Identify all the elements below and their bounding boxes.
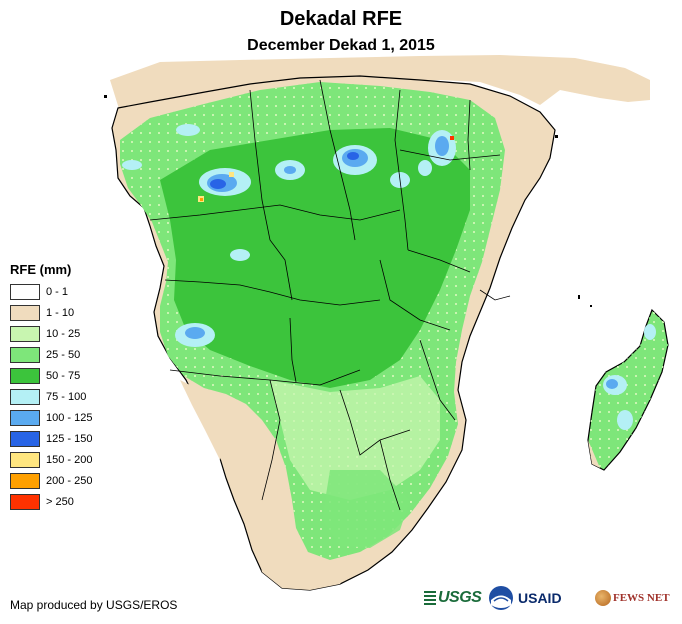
legend-swatch — [10, 325, 40, 342]
legend-swatch — [10, 409, 40, 426]
map-title: Dekadal RFE — [279, 8, 403, 30]
legend-item: 125 - 150 — [10, 428, 130, 449]
map-subtitle: December Dekad 1, 2015 — [247, 37, 435, 54]
legend-item: > 250 — [10, 491, 130, 512]
legend-item: 25 - 50 — [10, 344, 130, 365]
legend: RFE (mm) 0 - 1 1 - 10 10 - 25 25 - 50 50 - 7… — [10, 262, 130, 512]
legend-swatch — [10, 388, 40, 405]
legend-swatch — [10, 283, 40, 300]
legend-label: 125 - 150 — [46, 432, 93, 445]
legend-item: 100 - 125 — [10, 407, 130, 428]
fews-net-logo-text: FEWS NET — [613, 592, 670, 604]
legend-swatch — [10, 493, 40, 510]
legend-swatch — [10, 451, 40, 468]
legend-label: 50 - 75 — [46, 369, 81, 382]
noaa-logo-icon — [489, 586, 513, 610]
legend-label: 150 - 200 — [46, 453, 93, 466]
globe-icon — [595, 590, 611, 606]
legend-item: 0 - 1 — [10, 281, 130, 302]
high-rainfall-patches — [122, 124, 456, 347]
legend-label: 200 - 250 — [46, 474, 93, 487]
legend-item: 10 - 25 — [10, 323, 130, 344]
usgs-logo-text: USGS — [438, 589, 482, 606]
legend-label: 0 - 1 — [46, 285, 69, 298]
legend-label: 1 - 10 — [46, 306, 75, 319]
legend-label: 100 - 125 — [46, 411, 93, 424]
legend-item: 1 - 10 — [10, 302, 130, 323]
map-credit: Map produced by USGS/EROS — [10, 598, 178, 612]
usaid-logo: USAID — [518, 583, 562, 613]
country-borders — [149, 79, 511, 511]
legend-swatch — [10, 367, 40, 384]
legend-rows: 0 - 1 1 - 10 10 - 25 25 - 50 50 - 75 75 - 100… — [10, 281, 130, 512]
legend-swatch — [10, 346, 40, 363]
legend-item: 200 - 250 — [10, 470, 130, 491]
northern-land — [110, 55, 650, 112]
legend-title: RFE (mm) — [10, 262, 72, 277]
legend-label: 10 - 25 — [46, 327, 81, 340]
legend-item: 75 - 100 — [10, 386, 130, 407]
legend-item: 50 - 75 — [10, 365, 130, 386]
usgs-logo: USGS — [424, 583, 482, 613]
legend-swatch — [10, 304, 40, 321]
legend-label: 75 - 100 — [46, 390, 87, 403]
usaid-logo-text: USAID — [518, 590, 562, 606]
usgs-bars-icon — [424, 591, 436, 605]
fews-net-logo: FEWS NET — [595, 583, 670, 613]
legend-label: 25 - 50 — [46, 348, 81, 361]
legend-swatch — [10, 430, 40, 447]
legend-item: 150 - 200 — [10, 449, 130, 470]
legend-swatch — [10, 472, 40, 489]
legend-label: > 250 — [46, 495, 74, 508]
